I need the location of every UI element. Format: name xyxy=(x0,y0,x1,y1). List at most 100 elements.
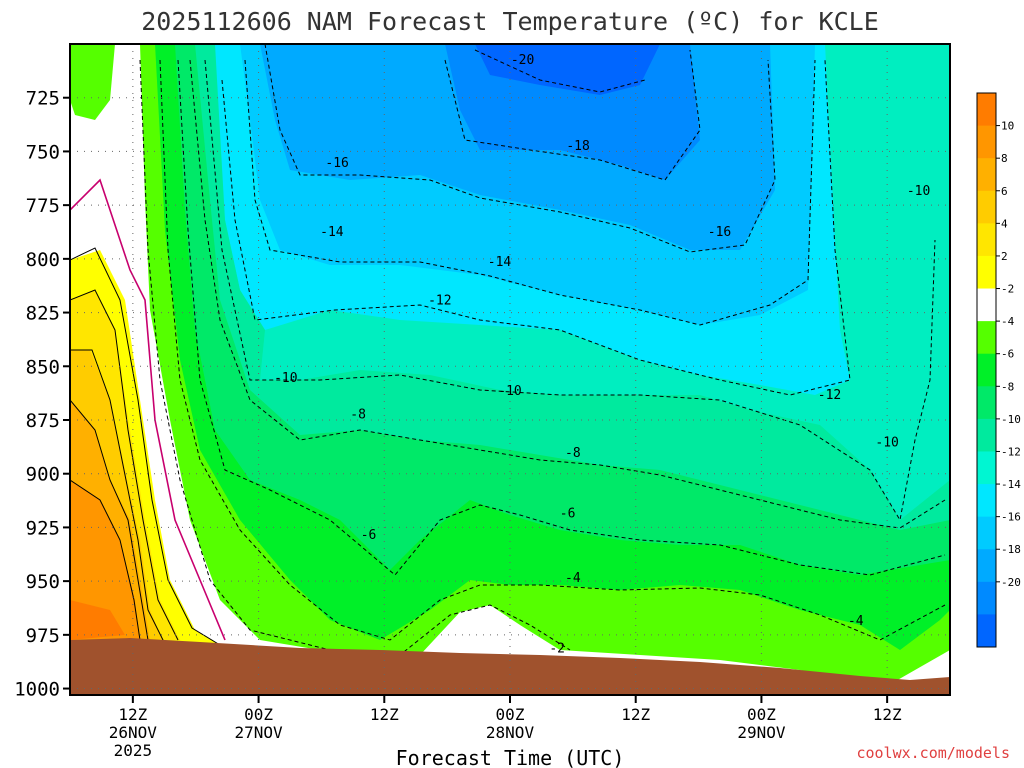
watermark[interactable]: coolwx.com/models xyxy=(856,744,1010,762)
contour-label: -10 xyxy=(498,384,521,399)
y-tick-label: 875 xyxy=(26,410,60,432)
contour-label: -16 xyxy=(325,156,348,171)
colorbar-swatch xyxy=(977,223,996,257)
colorbar-label: 8 xyxy=(1001,152,1008,165)
band-gt-plus10 xyxy=(70,480,140,645)
colorbar-label: 4 xyxy=(1001,217,1008,230)
freezing-line xyxy=(70,178,226,641)
contour-label: -8 xyxy=(565,446,581,461)
contour-minus10 xyxy=(204,59,936,522)
colorbar-label: -2 xyxy=(1001,283,1014,296)
colorbar-frame xyxy=(976,92,997,648)
contour-label: -18 xyxy=(566,139,589,154)
colorbar-label: -16 xyxy=(1001,511,1021,524)
y-tick-label: 750 xyxy=(26,141,60,163)
y-tick-label: 800 xyxy=(26,249,60,271)
colorbar-label: -8 xyxy=(1001,380,1014,393)
colorbar-label: -18 xyxy=(1001,543,1021,556)
y-tick-label: 825 xyxy=(26,303,60,325)
colorbar-swatch xyxy=(977,386,996,420)
x-tick-label: 29NOV xyxy=(737,723,786,742)
x-tick-label: 12Z xyxy=(118,705,147,724)
contour-label: -6 xyxy=(361,528,377,543)
colorbar-swatch xyxy=(977,614,996,648)
contour-minus16 xyxy=(264,44,776,253)
colorbar-label: -4 xyxy=(1001,315,1015,328)
plot-area xyxy=(70,44,950,695)
x-axis-label: Forecast Time (UTC) xyxy=(396,746,625,768)
contour-label: -12 xyxy=(818,388,841,403)
colorbar-swatch xyxy=(977,158,996,192)
contour-label: -8 xyxy=(350,408,366,423)
contour-label: -10 xyxy=(875,435,898,450)
x-tick-label: 00Z xyxy=(496,705,525,724)
band-patch-upper-left xyxy=(70,44,115,120)
contour-plus4 xyxy=(70,289,179,641)
colorbar-swatch xyxy=(977,353,996,387)
contour-label: -10 xyxy=(907,184,930,199)
band-gt-plus12 xyxy=(70,600,125,640)
colorbar-label: -6 xyxy=(1001,348,1014,361)
x-tick-label: 12Z xyxy=(873,705,902,724)
colorbar-label: -10 xyxy=(1001,413,1021,426)
contour-label: -4 xyxy=(565,571,581,586)
contour-label: -14 xyxy=(320,225,344,240)
colorbar-label: -20 xyxy=(1001,576,1021,589)
y-tick-label: 725 xyxy=(26,88,60,110)
contour-plus10 xyxy=(70,479,141,641)
chart-title: 2025112606 NAM Forecast Temperature (ºC)… xyxy=(141,7,879,36)
terrain-surface xyxy=(70,638,950,695)
colorbar-label: -14 xyxy=(1001,478,1021,491)
x-tick-label: 00Z xyxy=(747,705,776,724)
y-tick-label: 1000 xyxy=(14,679,60,701)
y-tick-label: 975 xyxy=(26,625,60,647)
x-tick-label: 2025 xyxy=(114,741,153,760)
x-tick-label: 26NOV xyxy=(109,723,158,742)
colorbar-label: -12 xyxy=(1001,445,1021,458)
contour-plus8 xyxy=(70,399,149,641)
band-lt-minus20 xyxy=(475,44,660,95)
colorbar-swatch xyxy=(977,451,996,485)
contour-labels: -20 -18 -16 -16 -14 -14 -12 -12 -10 -10 -10 -10 -8 -8… xyxy=(274,53,930,657)
colorbar-label: 6 xyxy=(1001,185,1008,198)
contour-label: -12 xyxy=(428,294,451,309)
y-axis: 725 750 775 800 825 850 875 900 925 950 975 1000 xyxy=(14,88,70,701)
contour-label: -6 xyxy=(560,506,576,521)
colorbar-swatch xyxy=(977,288,996,322)
y-tick-label: 900 xyxy=(26,464,60,486)
colorbar-swatch xyxy=(977,255,996,290)
colorbar-swatch xyxy=(977,93,996,127)
colorbar-swatch xyxy=(977,581,996,615)
x-tick-label: 12Z xyxy=(621,705,650,724)
contour-label: -16 xyxy=(708,225,731,240)
band-gt-minus6 xyxy=(70,44,950,695)
colorbar: 10 8 6 4 2 -2 -4 -6 -8 -10 -12 -14 -16 -18 -20 xyxy=(976,92,1021,648)
colorbar-swatch xyxy=(977,418,996,452)
contour-label: -10 xyxy=(274,371,297,386)
colorbar-label: 10 xyxy=(1001,120,1014,133)
x-tick-label: 00Z xyxy=(244,705,273,724)
y-tick-label: 775 xyxy=(26,195,60,217)
contour-plus6 xyxy=(70,349,165,643)
colorbar-swatch xyxy=(977,190,996,224)
contour-label: -20 xyxy=(511,53,534,68)
contour-label: -14 xyxy=(488,255,512,270)
colorbar-swatch xyxy=(977,125,996,159)
contour-minus8 xyxy=(189,59,946,529)
contour-minus18 xyxy=(444,49,701,181)
contour-plus2 xyxy=(70,247,221,646)
contour-minus6 xyxy=(177,59,946,576)
x-tick-label: 12Z xyxy=(370,705,399,724)
colorbar-swatch xyxy=(977,321,996,355)
y-tick-label: 950 xyxy=(26,571,60,593)
contour-minus2 xyxy=(139,59,571,656)
contour-label: -4 xyxy=(848,614,864,629)
x-tick-label: 27NOV xyxy=(234,723,283,742)
x-tick-label: 28NOV xyxy=(486,723,535,742)
colorbar-swatch xyxy=(977,549,996,583)
contour-minus20 xyxy=(474,49,646,93)
contour-label: -2 xyxy=(549,642,565,657)
colorbar-swatch xyxy=(977,484,996,518)
